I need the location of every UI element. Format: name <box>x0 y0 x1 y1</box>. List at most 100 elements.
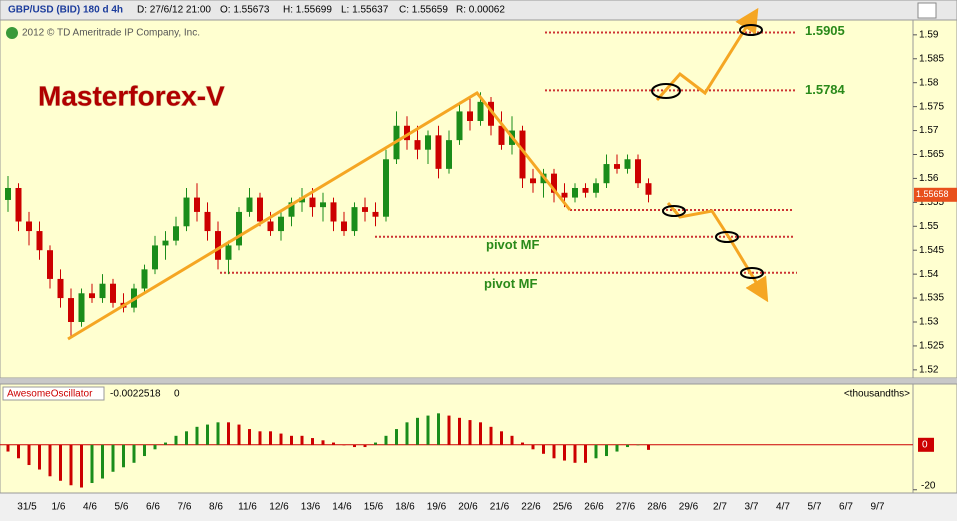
level-label: pivot MF <box>486 237 539 252</box>
candle-body <box>561 192 568 198</box>
x-tick-label: 4/7 <box>776 502 790 513</box>
candle-body <box>614 164 620 169</box>
candle-body <box>257 197 263 222</box>
candle-body <box>309 197 316 208</box>
y-tick-label: 1.55 <box>919 221 939 232</box>
candle-body <box>404 125 410 141</box>
candle-body <box>267 221 274 232</box>
last-price-box <box>914 187 957 202</box>
level-label: 1.5905 <box>805 23 845 38</box>
oscillator-bar <box>395 429 398 445</box>
candle-body <box>288 202 295 217</box>
candle-body <box>530 178 536 184</box>
x-tick-label: 5/7 <box>808 502 822 513</box>
candle-body <box>435 135 442 169</box>
price-panel <box>0 19 914 379</box>
oscillator-bar <box>132 444 136 463</box>
panel-icon[interactable] <box>917 2 937 19</box>
oscillator-bar <box>216 422 220 445</box>
y-tick-label: 1.57 <box>919 125 939 136</box>
candle-body <box>414 140 421 150</box>
oscillator-bar <box>521 442 524 445</box>
oscillator-bar <box>332 442 335 445</box>
x-tick-label: 6/6 <box>146 502 160 513</box>
info: H: 1.55699 <box>283 5 332 16</box>
oscillator-bar <box>636 444 640 446</box>
x-tick-label: 29/6 <box>679 502 699 513</box>
indicator-readout: 0 <box>174 389 180 400</box>
projection-down <box>666 202 769 303</box>
trend-drawings <box>67 7 769 341</box>
oscillator-bar <box>426 415 430 445</box>
candle-body <box>488 101 494 126</box>
x-tick-label: 8/6 <box>209 502 223 513</box>
y-tick-label: 1.575 <box>919 101 944 112</box>
candle-body <box>635 159 641 184</box>
candle-body <box>425 135 431 150</box>
x-tick-label: 28/6 <box>647 502 667 513</box>
oscillator-bar <box>489 426 493 445</box>
y-tick-label: 1.59 <box>919 29 939 40</box>
oscillator-bar <box>542 444 545 454</box>
x-tick-label: 20/6 <box>458 502 478 513</box>
indicator-units: <thousandths> <box>844 389 910 400</box>
candle-body <box>89 293 95 299</box>
oscillator-bar <box>27 444 31 466</box>
candle-body <box>110 283 116 303</box>
oscillator-bar <box>615 444 619 452</box>
copyright: 2012 © TD Ameritrade IP Company, Inc. <box>22 28 200 39</box>
oscillator-bar <box>185 431 188 445</box>
oval <box>651 83 681 99</box>
oscillator-bar <box>38 444 41 470</box>
oscillator-bar <box>573 444 577 463</box>
oscillator-bar <box>552 444 556 459</box>
x-tick-label: 14/6 <box>332 502 352 513</box>
watermark: Masterforex-V <box>38 80 225 111</box>
oscillator-bar <box>468 420 472 445</box>
y-tick-label: 1.58 <box>919 77 939 88</box>
x-tick-label: 7/6 <box>178 502 192 513</box>
info: D: 27/6/12 21:00 <box>137 5 211 16</box>
x-tick-label: 12/6 <box>269 502 289 513</box>
oscillator-bar <box>374 442 377 445</box>
instrument: GBP/USD (BID) 180 d 4h <box>8 5 123 16</box>
candle-body <box>372 211 379 217</box>
x-tick-label: 15/6 <box>364 502 384 513</box>
oscillator-bar <box>17 444 20 459</box>
oval <box>662 205 686 217</box>
oscillator-bar <box>321 440 325 445</box>
oscillator-bar <box>111 444 115 472</box>
x-tick-label: 11/6 <box>238 502 257 513</box>
oscillator-bar <box>300 435 304 445</box>
oscillator-bar <box>290 435 293 445</box>
candle-body <box>47 250 53 279</box>
oscillator-bar <box>248 429 251 445</box>
oscillator-bar <box>80 444 83 488</box>
y-tick-label: 1.555 <box>919 197 944 208</box>
candle-body <box>593 183 599 193</box>
oscillator-bar <box>279 433 283 445</box>
oscillator-bar <box>90 444 94 484</box>
candle-body <box>152 245 158 270</box>
x-tick-label: 1/6 <box>52 502 66 513</box>
oval <box>740 267 764 279</box>
oscillator-bar <box>447 415 451 445</box>
x-tick-label: 4/6 <box>83 502 97 513</box>
oscillator-bar <box>458 417 461 445</box>
oscillator-bar <box>531 444 535 450</box>
oscillator-bar <box>206 424 209 445</box>
oscillator-bar <box>48 444 52 477</box>
level-label: 1.5784 <box>805 82 846 97</box>
info: C: 1.55659 <box>399 5 448 16</box>
candle-body <box>351 207 358 232</box>
ovals <box>651 24 764 279</box>
oscillator-bar <box>59 444 62 481</box>
oscillator-bar <box>237 424 241 445</box>
x-tick-label: 13/6 <box>301 502 321 513</box>
x-tick-label: 6/7 <box>839 502 853 513</box>
oscillator-bar <box>647 444 650 450</box>
y-tick-label: 1.535 <box>919 293 944 304</box>
oscillator-bar <box>363 444 367 448</box>
candle-body <box>551 173 557 193</box>
candle-body <box>141 269 148 289</box>
